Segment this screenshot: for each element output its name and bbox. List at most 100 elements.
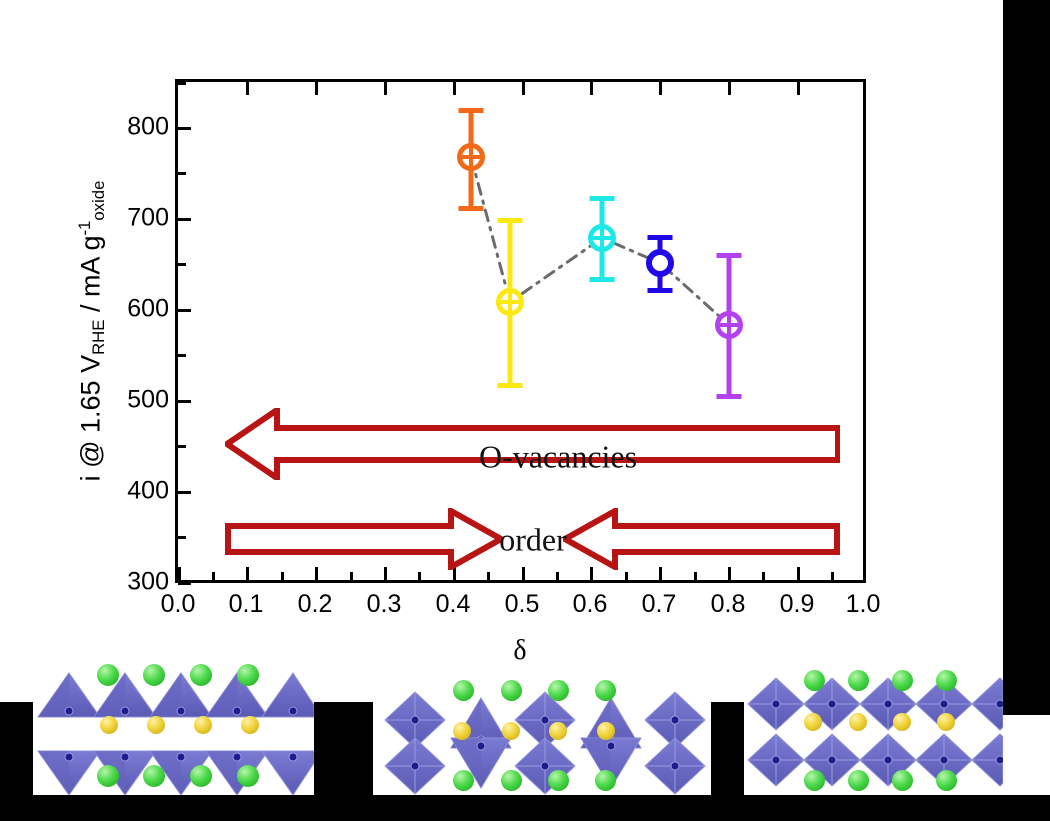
error-cap-bottom-yellow — [497, 383, 523, 388]
a-site-sphere-green — [190, 664, 212, 686]
x-tick-label-6: 0.6 — [572, 590, 608, 618]
order-arrow-left — [563, 508, 840, 570]
a-site-sphere-green — [804, 770, 825, 791]
y-axis-title-main: i @ 1.65 V — [75, 354, 106, 482]
a-site-sphere-green — [548, 680, 569, 701]
a-site-sphere-green — [548, 770, 569, 791]
x-tick-4: 0.4 — [436, 567, 470, 618]
x-top-tick-4 — [453, 82, 456, 95]
error-cap-top-blue — [647, 235, 673, 240]
y-tick-700: 700 — [127, 204, 191, 232]
octa-row-top — [747, 677, 1005, 731]
y-tick-300: 300 — [127, 568, 191, 596]
a-site-sphere-green — [143, 765, 165, 787]
mixed-polyhedra-svg — [384, 691, 706, 795]
x-minor-tick-45 — [487, 572, 490, 580]
a-site-sphere-green — [595, 770, 616, 791]
y-axis-title-mid: / mA g — [75, 235, 106, 320]
x-tick-10: 1.0 — [846, 567, 880, 618]
error-cap-bottom-purple — [716, 394, 742, 399]
oxygen-vacancy-sphere-yellow — [241, 716, 259, 734]
letterbox-bottom-right — [1003, 655, 1050, 715]
chart-plot-area: 800 700 600 500 400 300 0.0 0.1 — [127, 79, 880, 618]
o-vacancies-arrow — [225, 408, 840, 480]
oxygen-vacancy-sphere-yellow — [597, 722, 615, 740]
x-minor-tick-75 — [694, 572, 697, 580]
octahedra-svg — [747, 677, 1005, 787]
order-label: order — [499, 521, 567, 558]
x-top-tick-9 — [797, 82, 800, 95]
letterbox-right — [1003, 0, 1050, 658]
a-site-sphere-green — [143, 664, 165, 686]
a-site-sphere-green — [892, 770, 913, 791]
y-tick-400: 400 — [127, 477, 191, 505]
y-axis-title-sub-oxide: oxide — [88, 180, 108, 221]
o-vacancies-label: O-vacancies — [478, 438, 638, 475]
y-tick-800: 800 — [127, 113, 191, 141]
marker-cyan[interactable] — [588, 224, 616, 252]
marker-yellow[interactable] — [496, 288, 524, 316]
x-tick-label-4: 0.4 — [435, 590, 471, 618]
x-tick-5: 0.5 — [505, 567, 539, 618]
marker-blue[interactable] — [646, 249, 674, 277]
x-tick-label-3: 0.3 — [366, 590, 402, 618]
a-site-sphere-green — [848, 670, 869, 691]
a-site-sphere-green — [453, 770, 474, 791]
marker-purple[interactable] — [715, 311, 743, 339]
x-tick-label-10: 1.0 — [845, 590, 881, 618]
a-site-sphere-green — [892, 670, 913, 691]
a-site-sphere-green — [501, 680, 522, 701]
oxygen-vacancy-sphere-yellow — [453, 722, 471, 740]
oxygen-vacancy-sphere-yellow — [147, 716, 165, 734]
error-cap-bottom-blue — [647, 288, 673, 293]
y-axis-title-sup-exp: -1 — [75, 220, 95, 236]
chart-canvas: 800 700 600 500 400 300 0.0 0.1 — [127, 82, 880, 618]
x-tick-6: 0.6 — [573, 567, 607, 618]
a-site-sphere-green — [501, 770, 522, 791]
tetra-row-top — [37, 672, 315, 718]
x-tick-1: 0.1 — [229, 567, 263, 618]
y-axis-title: i @ 1.65 VRHE / mA g-1oxide — [75, 181, 109, 482]
x-minor-tick-35 — [418, 572, 421, 580]
x-top-tick-8 — [728, 82, 731, 95]
a-site-sphere-green — [97, 765, 119, 787]
error-cap-top-cyan — [589, 196, 615, 201]
y-axis-title-sub-rhe: RHE — [88, 319, 108, 355]
x-top-tick-6 — [590, 82, 593, 95]
oxygen-vacancy-sphere-yellow — [100, 716, 118, 734]
y-minor-tick-550 — [178, 354, 186, 357]
y-tick-600: 600 — [127, 295, 191, 323]
a-site-sphere-green — [97, 664, 119, 686]
x-tick-label-9: 0.9 — [779, 590, 815, 618]
x-tick-label-2: 0.2 — [297, 590, 333, 618]
structure-perovskite-octahedra — [744, 670, 1005, 795]
x-tick-3: 0.3 — [367, 567, 401, 618]
error-cap-top-orange — [458, 108, 484, 113]
x-minor-tick-15 — [281, 572, 284, 580]
x-tick-label-1: 0.1 — [228, 590, 264, 618]
x-minor-tick-95 — [831, 572, 834, 580]
y-tick-label-400: 400 — [127, 476, 169, 505]
error-cap-bottom-orange — [458, 206, 484, 211]
oxygen-vacancy-sphere-yellow — [502, 722, 520, 740]
x-tick-label-8: 0.8 — [710, 590, 746, 618]
marker-orange[interactable] — [457, 143, 485, 171]
oxygen-vacancy-sphere-yellow — [194, 716, 212, 734]
y-tick-label-500: 500 — [127, 385, 169, 414]
x-minor-tick-25 — [350, 572, 353, 580]
y-minor-tick-850 — [178, 82, 186, 85]
structure-mixed-polyhedra — [373, 680, 711, 795]
y-minor-tick-650 — [178, 263, 186, 266]
y-tick-label-300: 300 — [127, 567, 169, 596]
marker-crosshair-v — [469, 145, 473, 169]
x-minor-tick-55 — [556, 572, 559, 580]
x-top-tick-2 — [315, 82, 318, 95]
x-top-tick-1 — [246, 82, 249, 95]
oxygen-vacancy-sphere-yellow — [849, 713, 867, 731]
x-axis-title: δ — [513, 635, 527, 666]
a-site-sphere-green — [804, 670, 825, 691]
x-minor-tick-05 — [212, 572, 215, 580]
a-site-sphere-green — [936, 670, 957, 691]
x-tick-8: 0.8 — [711, 567, 745, 618]
a-site-sphere-green — [453, 680, 474, 701]
